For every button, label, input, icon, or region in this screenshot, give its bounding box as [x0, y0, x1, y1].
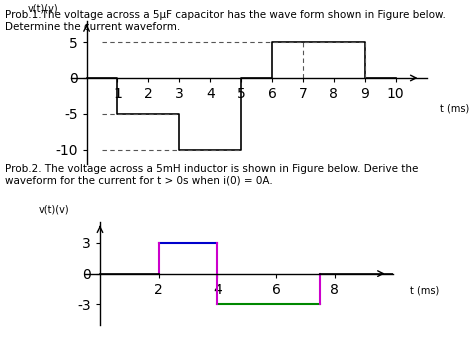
Y-axis label: v(t)(v): v(t)(v) [27, 3, 58, 13]
X-axis label: t (ms): t (ms) [410, 286, 439, 296]
Text: Prob.2. The voltage across a 5mH inductor is shown in Figure below. Derive the
w: Prob.2. The voltage across a 5mH inducto… [5, 164, 418, 186]
Text: Prob.1.The voltage across a 5μF capacitor has the wave form shown in Figure belo: Prob.1.The voltage across a 5μF capacito… [5, 10, 446, 32]
Y-axis label: v(t)(v): v(t)(v) [39, 204, 70, 214]
X-axis label: t (ms): t (ms) [440, 104, 470, 114]
